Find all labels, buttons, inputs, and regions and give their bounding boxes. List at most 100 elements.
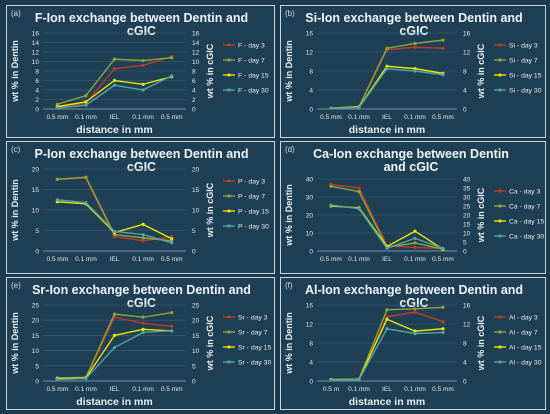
legend-marker — [227, 88, 231, 92]
series-line-1 — [330, 46, 444, 109]
y-axis-label: wt % in Dentin — [10, 40, 20, 103]
x-tick-label: 0.1 mm — [75, 114, 97, 121]
data-point — [112, 78, 117, 83]
y-tick-label: 0 — [35, 249, 39, 256]
y2-tick-label: 12 — [463, 50, 471, 57]
data-point — [357, 186, 361, 190]
data-point — [413, 329, 417, 333]
y2-tick-label: 4 — [463, 88, 467, 95]
x-tick-label: 0.5 mm — [161, 386, 183, 393]
data-point — [170, 329, 174, 333]
data-point — [141, 321, 145, 325]
legend-marker — [227, 315, 231, 319]
y-tick-label: 0 — [309, 107, 313, 114]
chart-svg: 0 5 10 15 20 25 0 5 10 15 20 25 0.5 mm 0.1 mm IEL 0.1 m… — [10, 303, 271, 394]
legend-label: Ca - day 15 — [509, 219, 544, 226]
legend-label: Sr - day 3 — [238, 315, 268, 322]
series-line-4 — [330, 204, 444, 250]
legend-label: F - day 30 — [238, 88, 269, 95]
data-point — [441, 73, 445, 77]
x-tick-label: 0.1 mm — [348, 256, 370, 263]
data-point — [413, 310, 417, 314]
data-point — [141, 82, 145, 86]
data-point — [84, 100, 88, 104]
data-point — [329, 378, 333, 382]
x-tick-label: 0.1 mm — [132, 114, 154, 121]
data-point — [413, 67, 417, 71]
y2-tick-label: 14 — [192, 40, 200, 47]
panel-letter: (c) — [11, 145, 21, 154]
y-tick-label: 8 — [309, 69, 313, 76]
data-point — [55, 177, 59, 181]
y2-axis-label: wt % in cGIC — [476, 187, 486, 243]
data-point — [84, 376, 88, 381]
data-point — [55, 106, 59, 110]
data-point — [329, 203, 333, 207]
legend-marker — [498, 43, 502, 47]
legend-label: Al - day 30 — [509, 360, 542, 367]
y2-tick-label: 35 — [463, 186, 471, 193]
data-point — [55, 377, 59, 382]
legend-marker — [227, 345, 231, 349]
data-point — [385, 67, 389, 71]
y2-tick-label: 0 — [463, 379, 467, 386]
legend-marker — [498, 219, 502, 223]
y2-tick-label: 5 — [463, 240, 467, 247]
x-tick-label: IEL — [382, 114, 392, 121]
y2-tick-label: 16 — [463, 31, 471, 38]
chart-panel-2: (b) Si-Ion exchange between Dentin and cG… — [280, 5, 546, 138]
data-point — [84, 175, 88, 179]
y2-tick-label: 0 — [463, 249, 467, 256]
chart-title: P-Ion exchange between Dentin and cGIC — [34, 147, 249, 174]
y-tick-label: 12 — [306, 322, 314, 329]
y-axis-label: wt % in Dentin — [284, 40, 294, 103]
y2-axis-label: wt % in cGIC — [205, 43, 215, 99]
data-point — [413, 236, 417, 240]
x-tick-label: 0.5 mm — [432, 386, 454, 393]
legend-marker — [498, 330, 502, 334]
data-point — [84, 103, 88, 107]
chart-svg: 0 4 8 12 16 0 4 8 12 16 0.5 mm 0.1 mm IEL 0.1 mm 0.5 m… — [284, 31, 542, 122]
legend-label: Si - day 30 — [509, 88, 542, 95]
data-point — [441, 330, 445, 335]
y2-tick-label: 20 — [192, 318, 200, 325]
x-tick-label: 0.1 mm — [75, 386, 97, 393]
data-point — [112, 67, 117, 71]
y-tick-label: 4 — [309, 360, 313, 367]
data-point — [84, 94, 88, 98]
x-axis-label: distance in mm — [76, 396, 153, 408]
chart-panel-6: (f) Al-Ion exchange between Dentin and cG… — [280, 277, 546, 410]
chart-panel-5: (e) Sr-Ion exchange between Dentin and cG… — [6, 277, 275, 410]
series-line-4 — [330, 67, 444, 109]
data-point — [141, 222, 145, 226]
y-tick-label: 8 — [35, 69, 39, 76]
data-point — [170, 74, 174, 78]
data-point — [413, 41, 417, 46]
y2-axis-label: wt % in cGIC — [205, 315, 215, 371]
legend-label: Ca - day 30 — [509, 234, 544, 241]
data-point — [112, 345, 117, 350]
chart-title: Ca-Ion exchange between Dentin and cGIC — [313, 147, 509, 174]
panel-letter: (e) — [11, 281, 21, 290]
data-point — [141, 63, 145, 67]
y2-tick-label: 4 — [192, 88, 196, 95]
y2-tick-label: 5 — [192, 228, 196, 235]
chart-svg: 0 10 20 30 40 0 5 10 15 20 25 30 35 40 0.5 mm 0.1 mm IEL… — [284, 177, 544, 264]
y2-tick-label: 8 — [463, 341, 467, 348]
y-tick-label: 40 — [306, 177, 314, 184]
data-point — [441, 46, 445, 50]
y-tick-label: 16 — [32, 31, 40, 38]
x-tick-label: 0.5 mm — [46, 386, 68, 393]
legend-label: Si - day 3 — [509, 43, 538, 50]
y2-tick-label: 8 — [463, 69, 467, 76]
data-point — [413, 245, 417, 249]
data-point — [385, 64, 389, 68]
panel-letter: (a) — [11, 9, 21, 18]
data-point — [141, 330, 145, 334]
chart-panel-1: (a) F-Ion exchange between Dentin and cGI… — [6, 5, 275, 138]
legend-marker — [498, 88, 502, 92]
legend-marker — [498, 345, 502, 349]
y2-tick-label: 8 — [192, 69, 196, 76]
legend-label: Si - day 15 — [509, 73, 542, 80]
chart-svg: 0 5 10 15 20 0 5 10 15 20 0.5 mm 0.1 mm IEL 0.1 mm 0.5… — [10, 167, 269, 264]
